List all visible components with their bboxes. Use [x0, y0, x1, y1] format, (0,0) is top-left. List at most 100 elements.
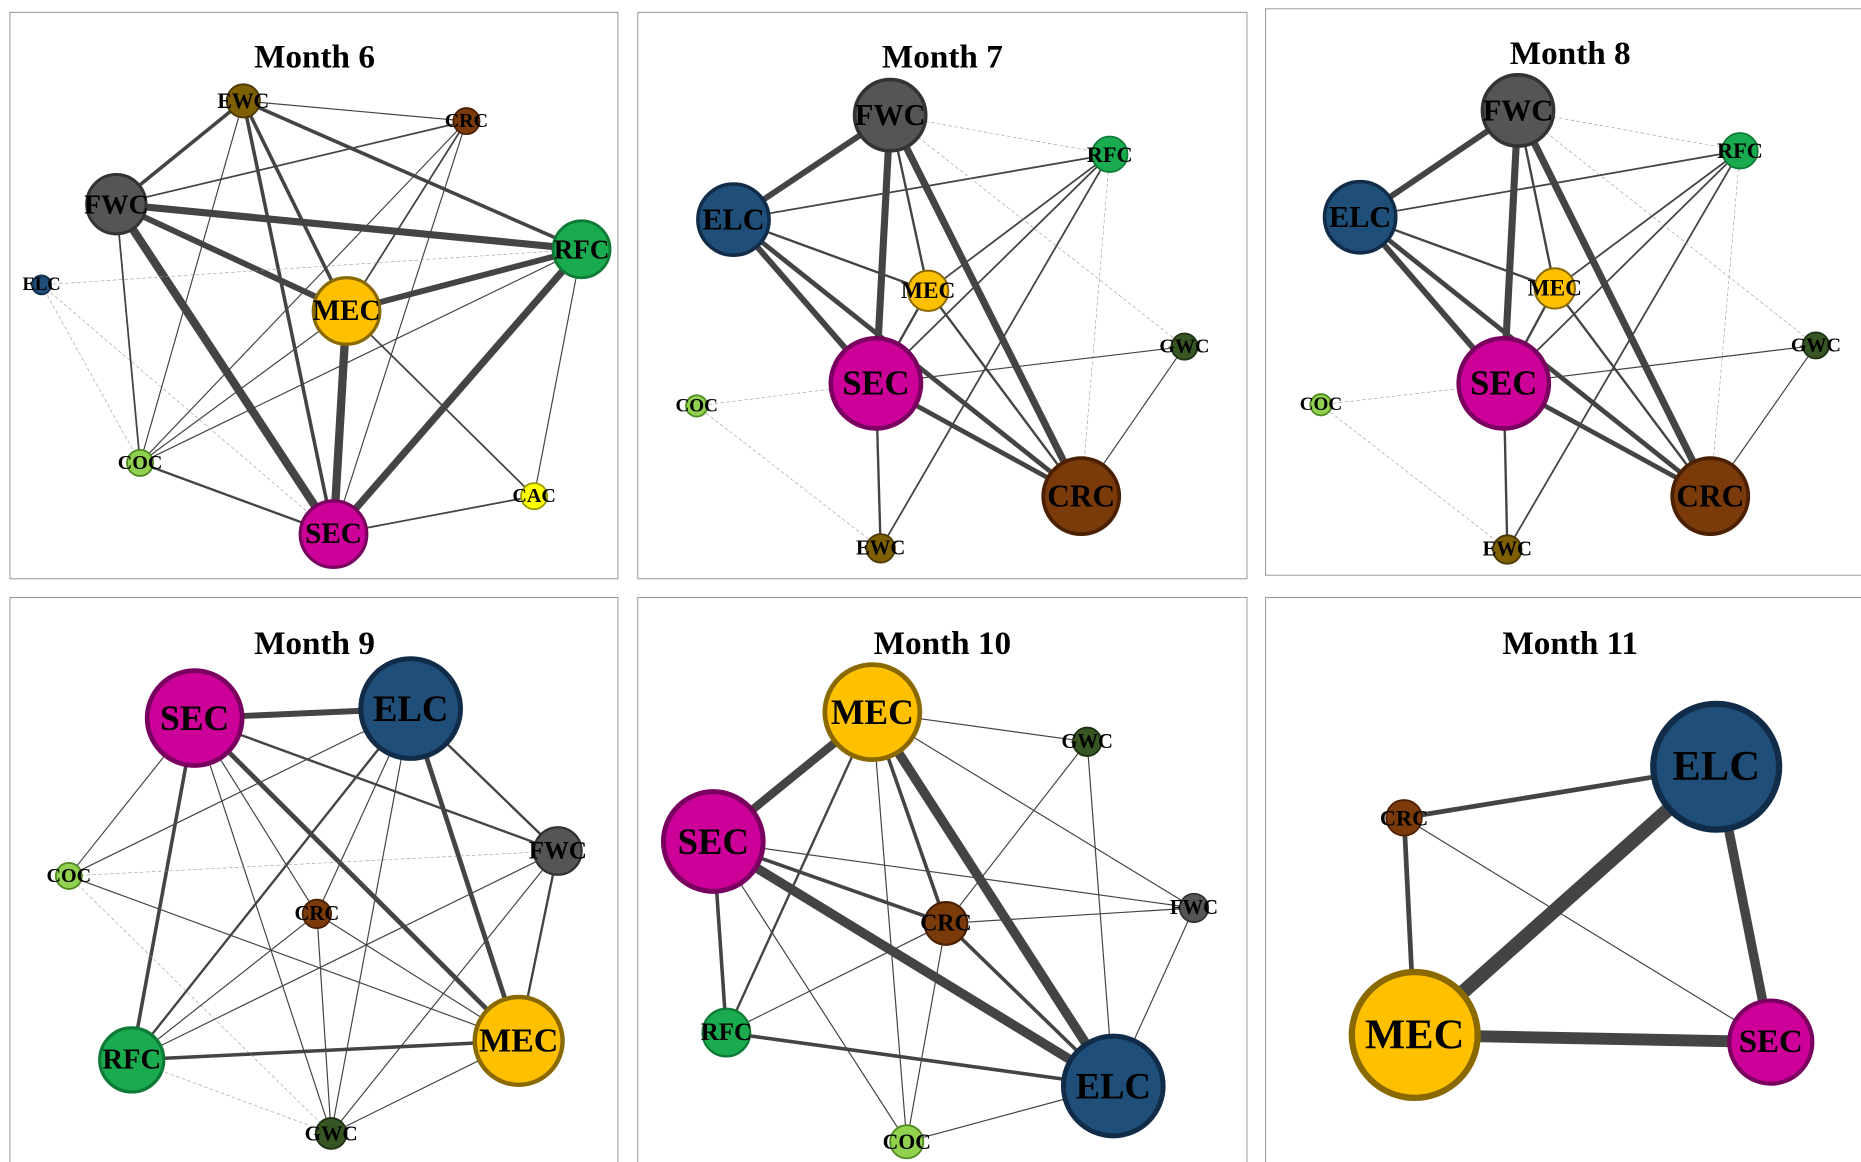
edge — [726, 922, 947, 1034]
edge — [871, 712, 908, 1142]
node — [1456, 336, 1552, 431]
panel-title: Month 8 — [1510, 35, 1631, 72]
panel: Month 9 SEC ELC FWC COC CRC MEC RFC GWC — [9, 597, 619, 1162]
edge — [41, 248, 582, 286]
node — [1041, 456, 1122, 537]
edge — [879, 153, 1111, 549]
node — [1480, 73, 1556, 148]
node-label: SEC — [305, 518, 362, 550]
node-label: SEC — [842, 364, 909, 402]
panel: Month 7 FWC RFC ELC MEC GWC COC SEC CRC EWC — [637, 11, 1248, 580]
edge — [139, 248, 582, 464]
node — [1322, 179, 1398, 255]
node-label: COC — [675, 395, 717, 416]
node — [1170, 332, 1199, 361]
node-label: COC — [118, 452, 163, 474]
edge — [192, 716, 521, 1043]
node-label: CRC — [1380, 805, 1428, 830]
node — [551, 219, 612, 280]
node-label: SEC — [1739, 1024, 1803, 1060]
node — [1178, 892, 1210, 924]
edge — [696, 405, 881, 549]
node-label: MEC — [901, 278, 955, 304]
edge — [68, 850, 558, 877]
edge — [725, 711, 874, 1034]
node — [311, 276, 382, 346]
edge — [408, 707, 521, 1042]
node-label: CRC — [295, 903, 340, 925]
node — [1072, 726, 1103, 757]
node-label: COC — [1300, 394, 1342, 415]
node — [1091, 135, 1129, 174]
node-label: FWC — [855, 98, 926, 132]
edge — [41, 284, 334, 535]
node-label: CRC — [1676, 479, 1744, 514]
node — [1721, 132, 1759, 170]
edge — [1506, 150, 1741, 550]
node-label: GWC — [1791, 334, 1841, 356]
node-label: CAC — [512, 485, 555, 507]
panel: Month 10 MEC GWC SEC CRC FWC RFC ELC COC — [637, 597, 1248, 1162]
edge — [1403, 817, 1772, 1043]
node — [852, 77, 928, 153]
node-label: RFC — [102, 1044, 161, 1075]
node-label: SEC — [1470, 364, 1537, 402]
edge — [1320, 404, 1508, 550]
edge — [1517, 110, 1740, 152]
edge — [139, 100, 244, 464]
node — [298, 499, 369, 570]
edge — [116, 120, 467, 206]
edge — [130, 707, 412, 1061]
edge — [330, 850, 559, 1134]
node-label: MEC — [313, 295, 381, 327]
edge — [194, 717, 332, 1134]
edge — [868, 709, 1118, 1089]
node — [660, 789, 766, 894]
node-label: ELC — [23, 275, 61, 295]
panel-title: Month 9 — [254, 625, 375, 662]
edge — [115, 204, 141, 463]
node-label: ELC — [1076, 1066, 1151, 1107]
edge — [1554, 150, 1741, 290]
panel: Month 6 EWC CRC FWC RFC ELC MEC COC CAC SEC — [9, 11, 619, 580]
edge — [129, 717, 197, 1061]
node — [301, 898, 333, 930]
edge — [112, 201, 337, 537]
edge — [115, 201, 348, 314]
edge — [1080, 154, 1111, 497]
edge — [345, 246, 583, 314]
edge — [1086, 741, 1114, 1087]
node-label: MEC — [831, 692, 914, 732]
edge — [945, 907, 1195, 925]
node-label: RFC — [701, 1019, 752, 1046]
edge — [139, 120, 467, 464]
edge — [1503, 344, 1816, 384]
edge — [927, 290, 1083, 497]
node — [1309, 393, 1333, 417]
edge — [115, 200, 582, 253]
node-label: EWC — [1483, 539, 1532, 561]
edge — [68, 875, 332, 1134]
node — [472, 994, 565, 1088]
edge — [710, 837, 1116, 1091]
edge — [345, 310, 535, 497]
node — [452, 107, 481, 136]
node — [906, 269, 950, 312]
node — [314, 1117, 348, 1150]
node — [144, 668, 245, 768]
node-label: ELC — [702, 203, 764, 237]
panel-title: Month 10 — [874, 625, 1012, 662]
edge — [533, 249, 583, 497]
node-label: MEC — [1528, 275, 1582, 301]
node-label: SEC — [678, 821, 749, 862]
node — [126, 448, 154, 477]
node — [822, 662, 923, 762]
edge — [1709, 150, 1741, 497]
edge — [330, 708, 412, 1134]
panel-title: Month 6 — [254, 39, 375, 76]
node-label: SEC — [160, 698, 229, 738]
node-label: GWC — [305, 1121, 358, 1145]
edge — [241, 100, 349, 312]
node-label: RFC — [1717, 138, 1763, 163]
edge — [131, 913, 318, 1061]
